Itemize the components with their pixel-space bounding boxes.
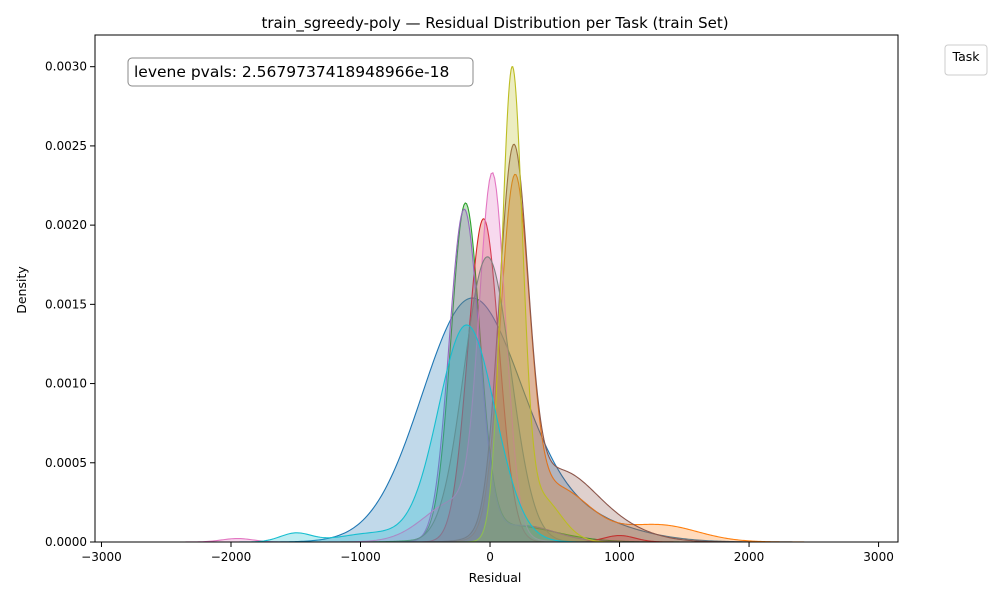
- y-tick-label: 0.0015: [45, 297, 87, 311]
- density-area-2: [425, 174, 840, 542]
- annotation-text: levene pvals: 2.5679737418948966e-18: [134, 63, 449, 81]
- y-tick-label: 0.0020: [45, 218, 87, 232]
- density-area-3: [256, 202, 685, 542]
- x-tick-label: 1000: [604, 550, 635, 564]
- x-tick-label: −2000: [211, 550, 252, 564]
- legend-box: [944, 44, 988, 76]
- annotation-box: [127, 57, 474, 87]
- density-area-5: [334, 209, 646, 542]
- density-line-6: [412, 143, 750, 543]
- x-axis-ticks: −3000 −2000 −1000 0 1000 2000 3000: [81, 542, 894, 564]
- x-tick-label: 0: [486, 550, 494, 564]
- y-tick-label: 0.0010: [45, 377, 87, 391]
- density-area-6: [412, 144, 750, 542]
- x-tick-label: 2000: [734, 550, 765, 564]
- y-tick-label: 0.0030: [45, 60, 87, 74]
- y-tick-label: 0.0025: [45, 139, 87, 153]
- x-tick-label: −1000: [340, 550, 381, 564]
- y-axis-label: Density: [14, 266, 29, 314]
- y-tick-label: 0.0005: [45, 456, 87, 470]
- y-axis-ticks: 0.0000 0.0005 0.0010 0.0015 0.0020 0.0025 0.00…: [45, 60, 95, 549]
- x-tick-label: 3000: [863, 550, 894, 564]
- plot-frame: [94, 34, 899, 543]
- x-tick-label: −3000: [81, 550, 122, 564]
- density-series-6: [412, 143, 750, 543]
- density-area-1: [256, 298, 853, 542]
- x-axis-label: Residual: [469, 570, 522, 585]
- series-layer: [127, 66, 853, 543]
- legend: Task: [944, 44, 988, 76]
- legend-title: Task: [952, 49, 981, 64]
- y-tick-label: 0.0000: [45, 535, 87, 549]
- stats-annotation: levene pvals: 2.5679737418948966e-18: [127, 57, 474, 87]
- chart-title: train_sgreedy-poly — Residual Distributi…: [261, 14, 728, 33]
